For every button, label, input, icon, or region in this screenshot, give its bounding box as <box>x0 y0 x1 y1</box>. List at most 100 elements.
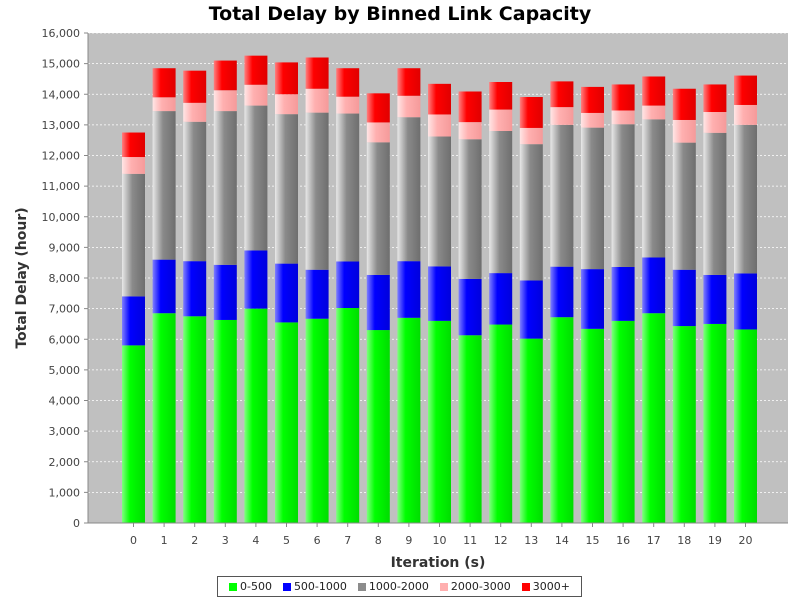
bar-segment-2000-3000 <box>519 127 543 145</box>
x-tick-label: 18 <box>677 534 691 547</box>
bar-segment-500-1000 <box>152 259 176 314</box>
bar-segment-3000- <box>642 76 666 106</box>
bar-segment-2000-3000 <box>275 94 298 115</box>
bar-segment-3000- <box>550 81 574 108</box>
legend-item: 500-1000 <box>282 580 347 593</box>
bar-segment-500-1000 <box>550 266 574 318</box>
bar-segment-3000- <box>213 60 237 91</box>
bar-segment-0-500 <box>581 328 604 523</box>
y-tick-label: 3,000 <box>49 425 81 438</box>
bar-segment-0-500 <box>397 317 421 523</box>
x-tick-label: 16 <box>616 534 630 547</box>
y-tick-label: 2,000 <box>49 456 81 469</box>
bar-segment-0-500 <box>305 318 329 523</box>
chart-title: Total Delay by Binned Link Capacity <box>209 3 592 25</box>
bar-segment-0-500 <box>642 313 666 523</box>
x-tick-label: 4 <box>252 534 259 547</box>
bar-segment-0-500 <box>703 323 727 523</box>
bar-segment-0-500 <box>183 316 207 523</box>
x-tick-label: 12 <box>494 534 508 547</box>
bar-segment-3000- <box>366 93 390 123</box>
x-tick-label: 6 <box>314 534 321 547</box>
bar-segment-2000-3000 <box>734 104 757 125</box>
legend-swatch <box>521 582 530 591</box>
bar-segment-3000- <box>428 83 451 115</box>
legend-label: 1000-2000 <box>368 580 429 593</box>
bar-segment-2000-3000 <box>183 102 207 122</box>
legend-swatch <box>357 582 366 591</box>
bar-segment-1000-2000 <box>672 142 696 270</box>
bar-segment-1000-2000 <box>489 131 513 274</box>
bar-segment-500-1000 <box>611 266 635 321</box>
bar-segment-1000-2000 <box>213 111 237 265</box>
y-tick-label: 9,000 <box>49 241 81 254</box>
bar-segment-3000- <box>275 62 298 95</box>
x-tick-label: 10 <box>433 534 447 547</box>
bar-segment-0-500 <box>550 317 574 523</box>
x-tick-label: 15 <box>586 534 600 547</box>
bar-segment-2000-3000 <box>122 157 145 174</box>
bar-segment-1000-2000 <box>581 127 604 270</box>
bar-segment-1000-2000 <box>734 124 757 274</box>
legend-swatch <box>228 582 237 591</box>
bar-segment-3000- <box>703 84 727 113</box>
y-tick-label: 13,000 <box>42 119 81 132</box>
bar-segment-0-500 <box>611 320 635 523</box>
bar-segment-500-1000 <box>305 269 329 319</box>
bar-segment-2000-3000 <box>489 109 513 131</box>
x-tick-label: 2 <box>191 534 198 547</box>
bar-segment-3000- <box>672 88 696 120</box>
bar-segment-500-1000 <box>336 261 360 309</box>
bar-segment-500-1000 <box>213 264 237 320</box>
bar-segment-0-500 <box>458 335 482 523</box>
y-tick-label: 10,000 <box>42 211 81 224</box>
bar-segment-500-1000 <box>458 278 482 336</box>
bar-segment-3000- <box>458 91 482 123</box>
x-tick-label: 17 <box>647 534 661 547</box>
bar-segment-500-1000 <box>642 257 666 314</box>
x-tick-label: 11 <box>463 534 477 547</box>
bar-segment-2000-3000 <box>213 90 237 112</box>
x-tick-label: 14 <box>555 534 569 547</box>
bar-segment-1000-2000 <box>336 113 360 262</box>
bar-segment-500-1000 <box>489 273 513 325</box>
x-tick-label: 0 <box>130 534 137 547</box>
bar-segment-500-1000 <box>183 261 207 317</box>
x-tick-label: 19 <box>708 534 722 547</box>
y-tick-label: 15,000 <box>42 58 81 71</box>
legend-label: 0-500 <box>239 580 272 593</box>
bar-segment-0-500 <box>489 324 513 523</box>
bar-segment-0-500 <box>519 338 543 523</box>
legend-label: 2000-3000 <box>450 580 511 593</box>
x-axis-label: Iteration (s) <box>391 555 486 571</box>
legend-swatch <box>439 582 448 591</box>
bar-segment-2000-3000 <box>581 112 604 128</box>
legend: 0-500 500-1000 1000-2000 2000-3000 3000+ <box>217 576 582 597</box>
bar-segment-3000- <box>581 86 604 113</box>
bar-segment-3000- <box>152 68 176 98</box>
y-tick-label: 4,000 <box>49 395 81 408</box>
legend-item: 2000-3000 <box>439 580 511 593</box>
bar-segment-1000-2000 <box>152 111 176 260</box>
y-tick-label: 1,000 <box>49 486 81 499</box>
bar-segment-500-1000 <box>275 263 298 323</box>
bar-segment-1000-2000 <box>458 139 482 279</box>
bar-segment-0-500 <box>152 313 176 523</box>
bar-segment-2000-3000 <box>611 110 635 125</box>
bar-segment-2000-3000 <box>366 122 390 143</box>
y-tick-label: 0 <box>73 517 80 530</box>
bar-segment-1000-2000 <box>519 144 543 281</box>
y-tick-label: 12,000 <box>42 150 81 163</box>
bar-segment-1000-2000 <box>642 119 666 258</box>
bar-segment-3000- <box>519 97 543 128</box>
legend-label: 500-1000 <box>293 580 347 593</box>
bar-segment-500-1000 <box>366 274 390 331</box>
y-tick-label: 14,000 <box>42 88 81 101</box>
legend-item: 1000-2000 <box>357 580 429 593</box>
bar-segment-1000-2000 <box>550 124 574 267</box>
bar-segment-1000-2000 <box>611 124 635 267</box>
bar-segment-2000-3000 <box>397 95 421 118</box>
bar-segment-0-500 <box>672 326 696 523</box>
bar-segment-500-1000 <box>244 250 268 309</box>
